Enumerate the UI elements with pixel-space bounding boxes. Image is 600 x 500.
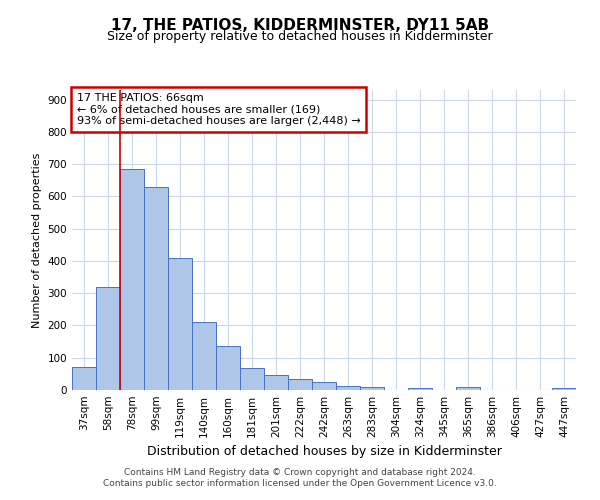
- Bar: [336, 386, 360, 390]
- Bar: [96, 287, 120, 390]
- Bar: [216, 346, 240, 390]
- Text: Size of property relative to detached houses in Kidderminster: Size of property relative to detached ho…: [107, 30, 493, 43]
- Bar: [288, 380, 312, 390]
- Bar: [552, 388, 576, 390]
- Bar: [408, 388, 432, 390]
- Bar: [192, 322, 216, 390]
- Bar: [312, 382, 336, 390]
- Text: Contains HM Land Registry data © Crown copyright and database right 2024.
Contai: Contains HM Land Registry data © Crown c…: [103, 468, 497, 487]
- Bar: [240, 368, 264, 390]
- Bar: [144, 187, 168, 390]
- Y-axis label: Number of detached properties: Number of detached properties: [32, 152, 42, 328]
- Bar: [264, 374, 288, 390]
- Bar: [72, 368, 96, 390]
- Bar: [168, 258, 192, 390]
- Text: 17 THE PATIOS: 66sqm
← 6% of detached houses are smaller (169)
93% of semi-detac: 17 THE PATIOS: 66sqm ← 6% of detached ho…: [77, 93, 361, 126]
- Bar: [456, 388, 480, 390]
- Text: 17, THE PATIOS, KIDDERMINSTER, DY11 5AB: 17, THE PATIOS, KIDDERMINSTER, DY11 5AB: [111, 18, 489, 32]
- X-axis label: Distribution of detached houses by size in Kidderminster: Distribution of detached houses by size …: [146, 446, 502, 458]
- Bar: [120, 169, 144, 390]
- Bar: [360, 388, 384, 390]
